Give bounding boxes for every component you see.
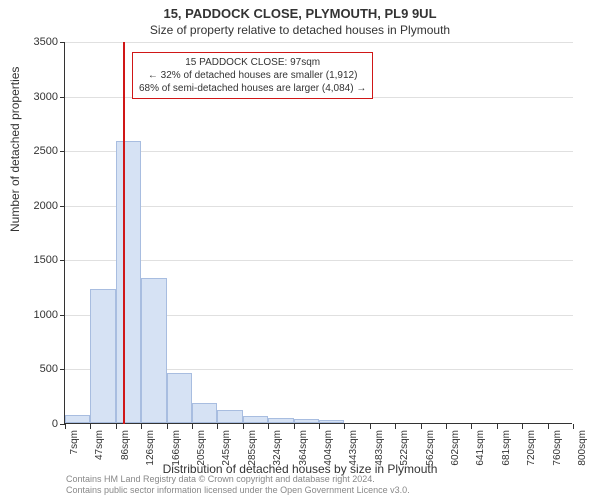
xtick-label: 86sqm [120, 430, 131, 460]
xtick-mark [167, 424, 168, 429]
xtick-mark [90, 424, 91, 429]
histogram-bar [167, 373, 192, 423]
histogram-bar [141, 278, 166, 423]
histogram-bar [294, 419, 319, 423]
xtick-mark [116, 424, 117, 429]
footer-line-2: Contains public sector information licen… [66, 485, 410, 496]
xtick-mark [421, 424, 422, 429]
xtick-mark [497, 424, 498, 429]
xtick-label: 324sqm [272, 430, 283, 466]
xtick-mark [319, 424, 320, 429]
xtick-mark [446, 424, 447, 429]
xtick-label: 126sqm [145, 430, 156, 466]
ytick-label: 0 [18, 418, 58, 430]
xtick-mark [344, 424, 345, 429]
xtick-label: 522sqm [399, 430, 410, 466]
xtick-mark [141, 424, 142, 429]
ytick-label: 2500 [18, 145, 58, 157]
xtick-label: 245sqm [221, 430, 232, 466]
xtick-mark [573, 424, 574, 429]
ytick-label: 1000 [18, 309, 58, 321]
page-title: 15, PADDOCK CLOSE, PLYMOUTH, PL9 9UL [0, 6, 600, 21]
chart-area: 05001000150020002500300035007sqm47sqm86s… [64, 42, 572, 424]
xtick-label: 483sqm [374, 430, 385, 466]
ytick-mark [60, 151, 65, 152]
xtick-label: 364sqm [298, 430, 309, 466]
ytick-label: 3500 [18, 36, 58, 48]
xtick-label: 760sqm [552, 430, 563, 466]
gridline [65, 42, 573, 43]
ytick-label: 1500 [18, 254, 58, 266]
ytick-label: 2000 [18, 200, 58, 212]
xtick-label: 800sqm [577, 430, 588, 466]
gridline [65, 260, 573, 261]
ytick-mark [60, 97, 65, 98]
histogram-bar [90, 289, 115, 423]
xtick-mark [471, 424, 472, 429]
xtick-label: 602sqm [450, 430, 461, 466]
page-subtitle: Size of property relative to detached ho… [0, 23, 600, 37]
xtick-mark [522, 424, 523, 429]
histogram-bar [192, 403, 217, 423]
ytick-mark [60, 260, 65, 261]
xtick-label: 7sqm [69, 430, 80, 454]
xtick-mark [548, 424, 549, 429]
xtick-label: 404sqm [323, 430, 334, 466]
annotation-line: 15 PADDOCK CLOSE: 97sqm [139, 56, 366, 69]
xtick-mark [395, 424, 396, 429]
ytick-label: 500 [18, 363, 58, 375]
xtick-label: 720sqm [526, 430, 537, 466]
annotation-line: ← 32% of detached houses are smaller (1,… [139, 69, 366, 82]
xtick-mark [268, 424, 269, 429]
xtick-label: 562sqm [425, 430, 436, 466]
histogram-bar [217, 410, 242, 423]
histogram-bar [65, 415, 90, 423]
histogram-bar [268, 418, 293, 423]
xtick-label: 285sqm [247, 430, 258, 466]
xtick-mark [370, 424, 371, 429]
xtick-mark [65, 424, 66, 429]
xtick-label: 166sqm [171, 430, 182, 466]
xtick-mark [294, 424, 295, 429]
annotation-box: 15 PADDOCK CLOSE: 97sqm← 32% of detached… [132, 52, 373, 99]
gridline [65, 206, 573, 207]
ytick-label: 3000 [18, 91, 58, 103]
xtick-label: 641sqm [475, 430, 486, 466]
plot-area: 05001000150020002500300035007sqm47sqm86s… [64, 42, 572, 424]
ytick-mark [60, 315, 65, 316]
histogram-bar [319, 420, 344, 423]
annotation-line: 68% of semi-detached houses are larger (… [139, 82, 366, 95]
xtick-mark [243, 424, 244, 429]
footer-line-1: Contains HM Land Registry data © Crown c… [66, 474, 410, 485]
xtick-mark [217, 424, 218, 429]
ytick-mark [60, 42, 65, 43]
xtick-label: 205sqm [196, 430, 207, 466]
property-marker-line [123, 42, 125, 424]
xtick-label: 681sqm [501, 430, 512, 466]
histogram-bar [116, 141, 141, 423]
xtick-mark [192, 424, 193, 429]
footer-attribution: Contains HM Land Registry data © Crown c… [66, 474, 410, 496]
ytick-mark [60, 206, 65, 207]
gridline [65, 151, 573, 152]
xtick-label: 47sqm [94, 430, 105, 460]
histogram-bar [243, 416, 268, 423]
xtick-label: 443sqm [348, 430, 359, 466]
ytick-mark [60, 369, 65, 370]
